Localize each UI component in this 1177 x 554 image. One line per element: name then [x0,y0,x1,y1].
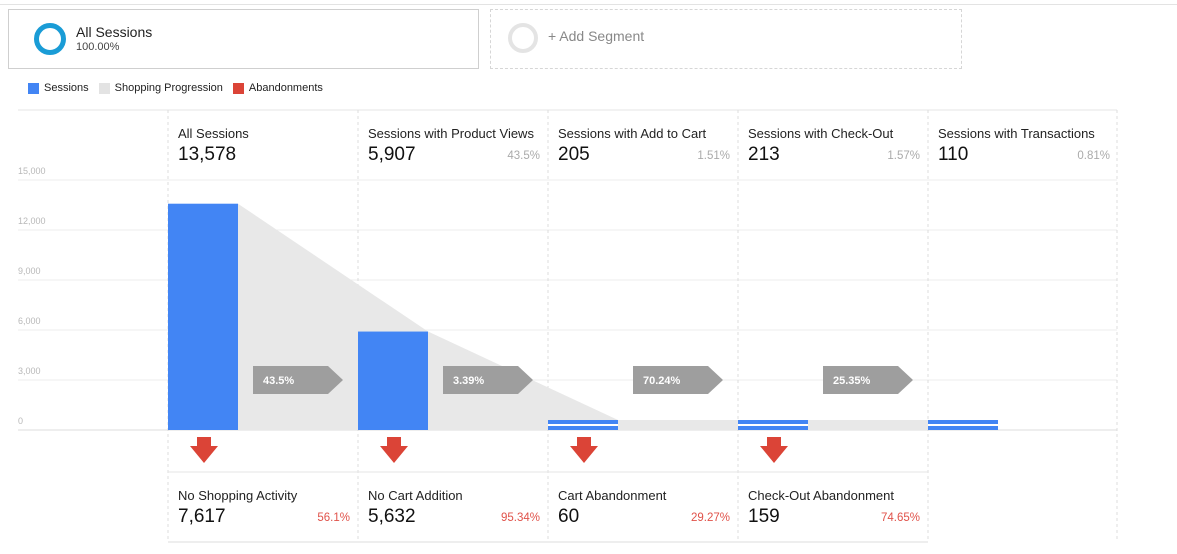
stage-name: Sessions with Check-Out [748,126,894,141]
abandonment-check-out-abandonment[interactable]: Check-Out Abandonment 159 74.65% [738,488,928,542]
stage-header-add-to-cart[interactable]: Sessions with Add to Cart 205 1.51% [548,126,738,180]
add-segment-ring-icon [508,23,538,53]
legend-label-shopping-progression: Shopping Progression [114,82,223,94]
progression-rate-label: 70.24% [643,375,681,387]
add-segment-label: + Add Segment [548,28,645,44]
abandonment-no-shopping-activity[interactable]: No Shopping Activity 7,617 56.1% [168,488,358,542]
abandonment-percent: 74.65% [880,512,920,524]
abandonment-no-cart-addition[interactable]: No Cart Addition 5,632 95.34% [358,488,548,542]
y-tick-label: 0 [18,416,23,426]
legend-label-abandonments: Abandonments [248,82,323,94]
stage-value: 13,578 [178,144,237,165]
y-tick-label: 3,000 [18,366,41,376]
stage-value: 110 [938,144,969,165]
stage-percent: 43.5% [507,150,540,162]
stage-name: Sessions with Product Views [368,126,534,141]
abandonment-percent: 95.34% [500,512,540,524]
abandonment-value: 60 [558,506,580,527]
abandonment-arrow-icon [760,437,788,463]
add-segment-button[interactable]: + Add Segment [490,9,962,69]
abandonment-name: No Cart Addition [368,488,463,503]
abandonment-cart-abandonment[interactable]: Cart Abandonment 60 29.27% [548,488,738,542]
progression-rate-label: 25.35% [833,375,871,387]
stage-value: 5,907 [368,144,416,165]
abandonment-arrow-icon [190,437,218,463]
abandonment-value: 159 [748,506,780,527]
top-divider [0,4,1177,5]
abandonment-percent: 29.27% [690,512,730,524]
abandonment-arrow-icon [570,437,598,463]
stage-percent: 1.51% [697,150,730,162]
segment-ring-icon [34,23,66,55]
progression-rate-label: 43.5% [263,375,294,387]
segment-percent: 100.00% [76,41,120,53]
abandonment-name: Check-Out Abandonment [748,488,894,503]
stage-percent: 0.81% [1077,150,1110,162]
stage-value: 213 [748,144,780,165]
legend-item-sessions: Sessions [28,82,89,94]
stage-header-product-views[interactable]: Sessions with Product Views 5,907 43.5% [358,126,548,180]
session-bar [168,203,238,430]
legend-item-shopping-progression: Shopping Progression [98,82,223,94]
progression-arrow [633,366,723,394]
segment-card-all-sessions[interactable]: All Sessions 100.00% [8,9,479,69]
y-tick-label: 6,000 [18,316,41,326]
stage-name: Sessions with Add to Cart [558,126,707,141]
y-tick-label: 15,000 [18,166,46,176]
legend-swatch-sessions [28,82,39,94]
stage-header-all-sessions[interactable]: All Sessions 13,578 [168,126,358,180]
legend-label-sessions: Sessions [44,82,89,94]
stage-header-check-out[interactable]: Sessions with Check-Out 213 1.57% [738,126,928,180]
progression-arrow [823,366,913,394]
abandonment-name: No Shopping Activity [178,488,298,503]
legend-item-abandonments: Abandonments [232,82,323,94]
stage-name: Sessions with Transactions [938,126,1095,141]
progression-arrow [253,366,343,394]
segment-name: All Sessions [76,24,153,40]
stage-value: 205 [558,144,590,165]
abandonment-percent: 56.1% [317,512,350,524]
stage-header-transactions[interactable]: Sessions with Transactions 110 0.81% [928,126,1118,180]
abandonment-name: Cart Abandonment [558,488,667,503]
progression-rate-label: 3.39% [453,375,484,387]
abandonment-value: 5,632 [368,506,416,527]
stage-name: All Sessions [178,126,249,141]
abandonment-value: 7,617 [178,506,226,527]
chart-legend: Sessions Shopping Progression Abandonmen… [28,82,333,94]
y-tick-label: 9,000 [18,266,41,276]
legend-swatch-shopping-progression [98,82,110,94]
stage-percent: 1.57% [887,150,920,162]
legend-swatch-abandonments [232,82,244,94]
progression-arrow [443,366,533,394]
y-tick-label: 12,000 [18,216,46,226]
abandonment-arrow-icon [380,437,408,463]
session-bar [358,331,428,430]
